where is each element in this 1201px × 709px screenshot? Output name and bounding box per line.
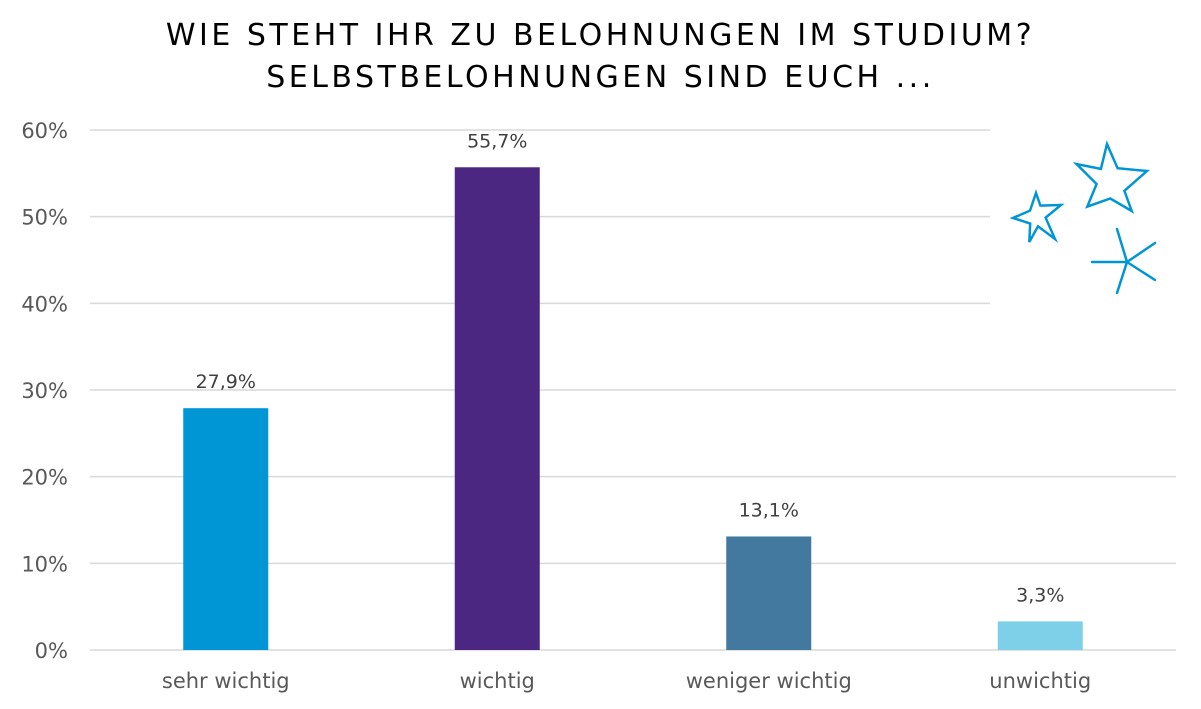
bars (183, 167, 1083, 650)
chart-title: WIE STEHT IHR ZU BELOHNUNGEN IM STUDIUM? (165, 18, 1036, 53)
data-label: 55,7% (467, 130, 527, 152)
x-axis-tick-labels: sehr wichtig wichtig weniger wichtig unwich… (162, 669, 1091, 693)
x-tick-label: sehr wichtig (162, 669, 290, 693)
y-tick-label: 60% (21, 119, 68, 143)
data-label: 13,1% (739, 499, 799, 521)
x-tick-label: weniger wichtig (686, 669, 852, 693)
y-tick-label: 0% (35, 639, 68, 663)
bar (726, 536, 812, 650)
bar (454, 167, 540, 650)
decoration (1009, 140, 1157, 295)
y-tick-label: 50% (21, 206, 68, 230)
y-tick-label: 40% (21, 292, 68, 316)
star-outline-icon (1009, 189, 1065, 243)
y-axis-tick-labels: 0% 10% 20% 30% 40% 50% 60% (21, 119, 68, 663)
chart-subtitle: SELBSTBELOHNUNGEN SIND EUCH ... (266, 60, 935, 95)
x-tick-label: unwichtig (989, 669, 1091, 693)
y-tick-label: 10% (21, 552, 68, 576)
data-labels: 27,9% 55,7% 13,1% 3,3% (196, 130, 1065, 606)
data-label: 3,3% (1016, 584, 1064, 606)
x-tick-label: wichtig (460, 669, 535, 693)
data-label: 27,9% (196, 371, 256, 393)
sparkle-icon (1090, 227, 1157, 295)
y-tick-label: 20% (21, 466, 68, 490)
bar (997, 621, 1083, 650)
bar (183, 408, 269, 650)
star-outline-icon (1072, 140, 1151, 214)
y-tick-label: 30% (21, 379, 68, 403)
gridlines (90, 129, 1176, 651)
